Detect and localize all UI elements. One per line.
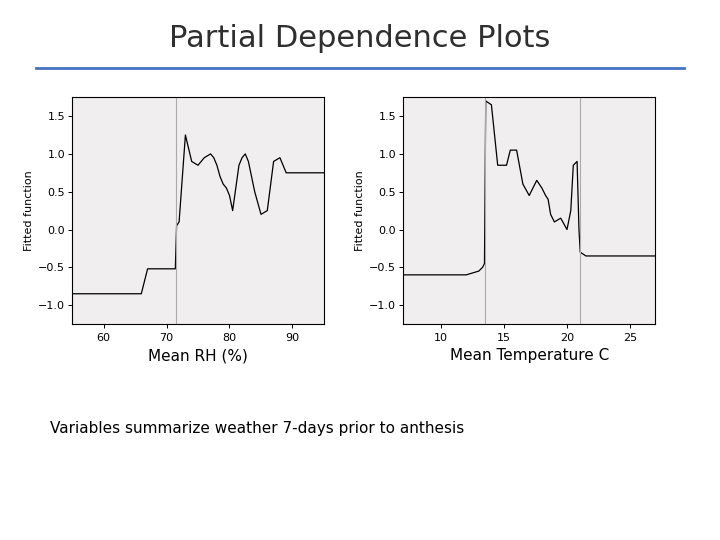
Y-axis label: Fitted function: Fitted function <box>24 170 34 251</box>
Text: Variables summarize weather 7-days prior to anthesis: Variables summarize weather 7-days prior… <box>50 421 464 436</box>
Text: Mean Temperature C: Mean Temperature C <box>449 348 609 363</box>
Text: Mean RH (%): Mean RH (%) <box>148 348 248 363</box>
Y-axis label: Fitted function: Fitted function <box>355 170 365 251</box>
Text: Partial Dependence Plots: Partial Dependence Plots <box>169 24 551 53</box>
